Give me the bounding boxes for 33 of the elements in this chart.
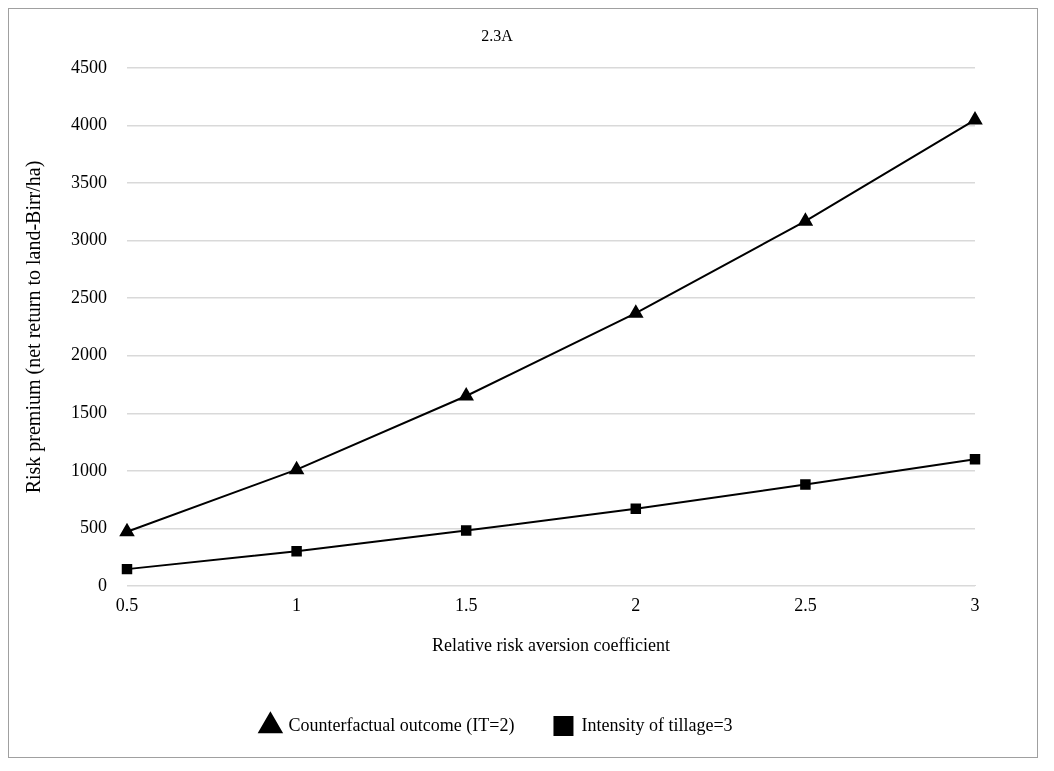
x-tick-label: 3	[970, 595, 980, 616]
point	[460, 525, 472, 536]
point	[121, 563, 133, 575]
point	[628, 305, 643, 318]
x-tick-label: 2.5	[794, 595, 817, 616]
x-tick-label: 0.5	[115, 595, 139, 616]
x-axis-title: Relative risk aversion coefficient	[431, 634, 671, 655]
point	[289, 461, 304, 475]
y-axis-title: Risk premium (net return to land-Birr/ha)	[22, 160, 46, 494]
point	[291, 546, 302, 557]
point	[119, 523, 135, 537]
y-tick-label: 3000	[71, 229, 107, 250]
y-tick-label: 1000	[71, 459, 107, 480]
x-tick-label: 2	[631, 595, 641, 616]
y-tick-label: 2500	[71, 286, 107, 307]
y-tick-label: 500	[80, 517, 107, 538]
y-tick-label: 3500	[71, 171, 107, 192]
point	[798, 213, 813, 226]
chart-title: 2.3A	[481, 26, 514, 44]
y-tick-label: 4000	[71, 114, 107, 135]
x-tick-label: 1	[292, 595, 302, 616]
legend-label: Counterfactual outcome (IT=2)	[288, 714, 515, 736]
point	[459, 388, 474, 401]
point	[630, 503, 642, 514]
point	[800, 479, 811, 490]
y-tick-label: 1500	[71, 402, 107, 422]
x-tick-label: 1.5	[454, 595, 478, 616]
point	[969, 454, 981, 465]
y-tick-label: 0	[98, 574, 107, 595]
legend-label: Intensity of tillage=3	[581, 714, 733, 735]
point	[967, 111, 983, 125]
y-tick-label: 2000	[71, 344, 107, 365]
y-tick-label: 4500	[71, 56, 107, 77]
